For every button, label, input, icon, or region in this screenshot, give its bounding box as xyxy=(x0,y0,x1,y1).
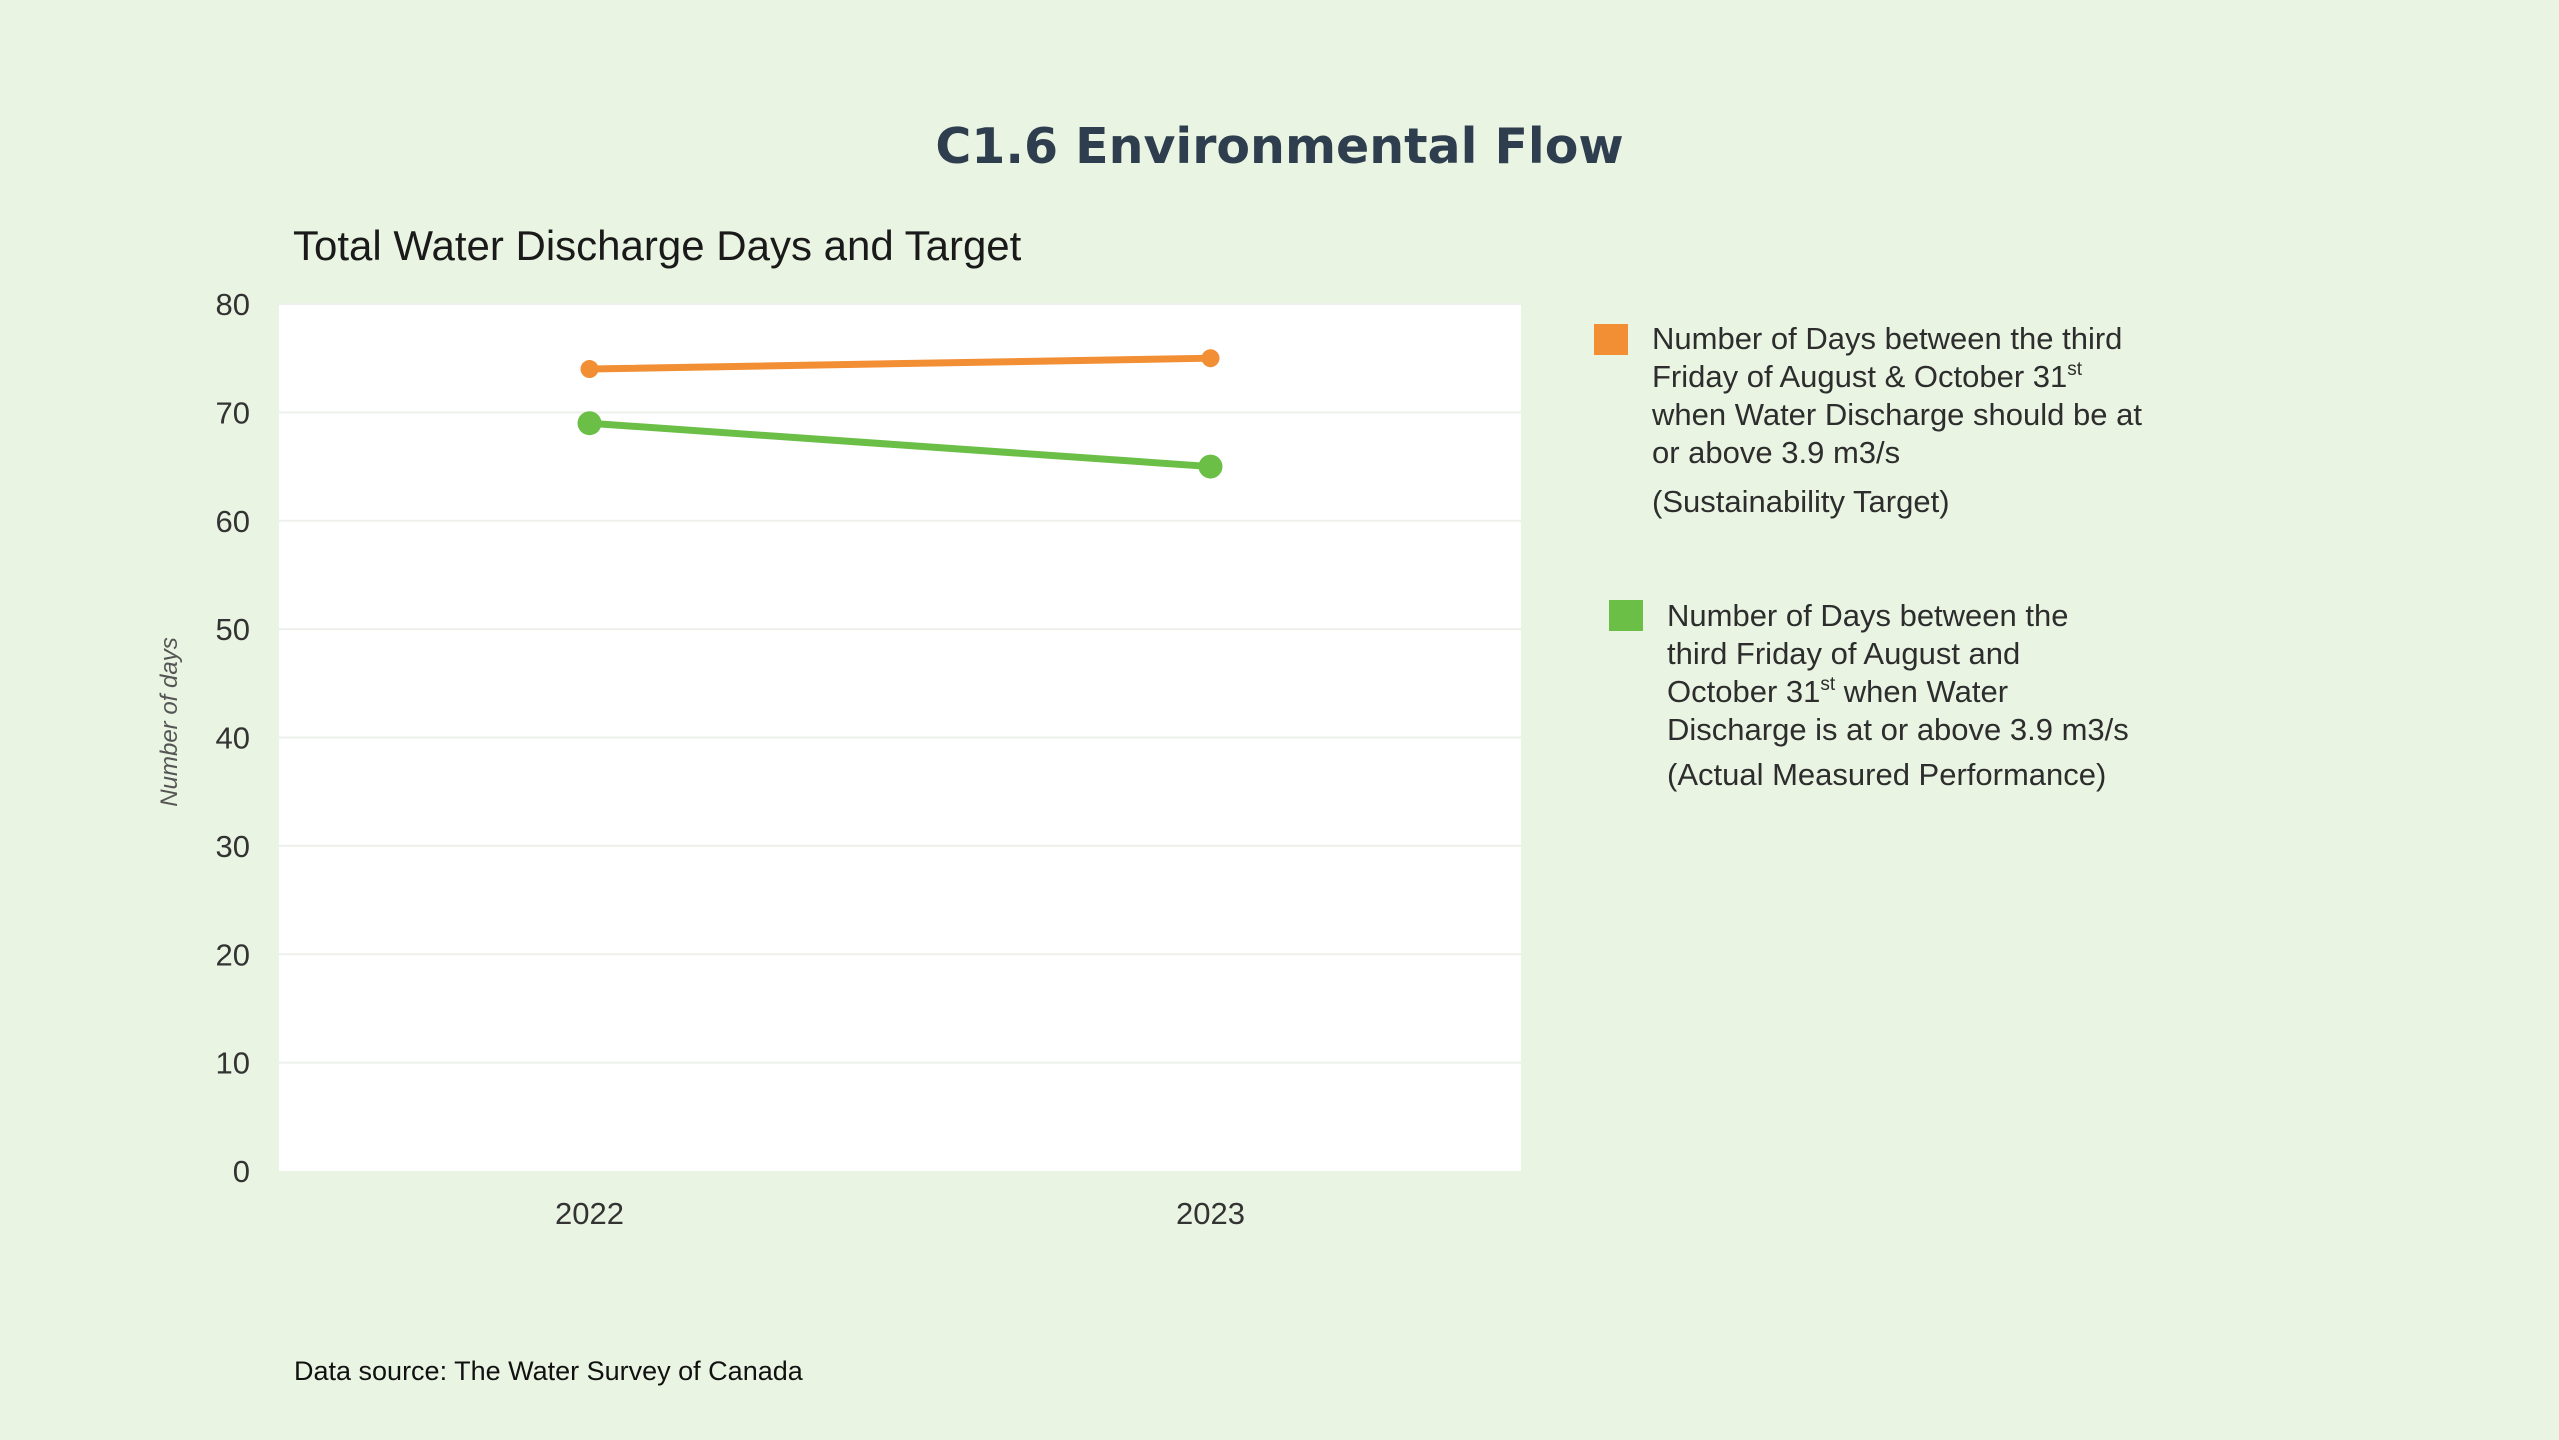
x-tick-label: 2022 xyxy=(555,1196,624,1231)
legend-swatch-actual xyxy=(1609,600,1643,631)
y-tick-label: 30 xyxy=(216,829,250,864)
legend-label-actual: Number of Days between the third Friday … xyxy=(1667,598,2129,747)
y-tick-label: 10 xyxy=(216,1046,250,1081)
y-tick-label: 80 xyxy=(216,287,250,322)
legend-swatch-target xyxy=(1594,324,1628,355)
legend-note-actual: (Actual Measured Performance) xyxy=(1667,757,2107,792)
y-tick-label: 20 xyxy=(216,937,250,972)
legend-label-target: Number of Days between the third Friday … xyxy=(1652,321,2142,470)
y-tick-label: 70 xyxy=(216,395,250,430)
y-tick-label: 60 xyxy=(216,504,250,539)
y-tick-label: 0 xyxy=(233,1154,250,1189)
x-tick-label: 2023 xyxy=(1176,1196,1245,1231)
data-point-actual xyxy=(577,411,602,436)
data-source-note: Data source: The Water Survey of Canada xyxy=(294,1356,803,1386)
y-tick-label: 40 xyxy=(216,721,250,756)
data-point-actual xyxy=(1198,454,1223,479)
data-point-target xyxy=(1201,349,1220,368)
data-point-target xyxy=(580,360,599,379)
y-axis-label: Number of days xyxy=(156,637,183,806)
y-tick-label: 50 xyxy=(216,612,250,647)
series-line-target xyxy=(586,354,1214,373)
legend-note-target: (Sustainability Target) xyxy=(1652,484,1950,519)
series-line-actual xyxy=(586,419,1214,471)
chart-title: Total Water Discharge Days and Target xyxy=(293,222,1022,269)
page-title: C1.6 Environmental Flow xyxy=(935,118,1624,175)
